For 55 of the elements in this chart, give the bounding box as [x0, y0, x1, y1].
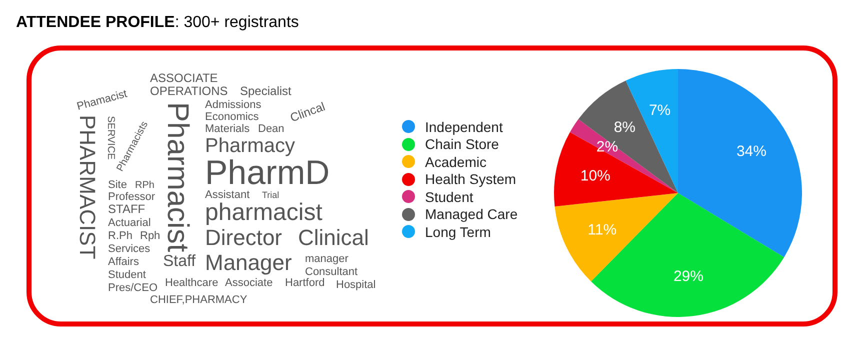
text: Manager: [205, 250, 292, 275]
text: SERVICE: [105, 116, 116, 160]
pie-slice: [678, 69, 802, 258]
text: Professor: [108, 191, 156, 203]
text: OPERATIONS: [150, 84, 228, 98]
text: PHARMACIST: [75, 115, 100, 260]
text: Materials: [205, 123, 250, 135]
text: Actuarial: [108, 217, 151, 229]
text: STAFF: [108, 202, 146, 216]
text: CHIEF,PHARMACY: [150, 294, 248, 306]
text: Director: [205, 225, 282, 250]
pie-slice: [578, 80, 678, 193]
text: Consultant: [305, 266, 358, 278]
data-label: 11%: [588, 221, 617, 238]
text: Hartford: [285, 277, 325, 289]
text: Associate: [225, 277, 273, 289]
text: ATTENDEE PROFILE: 300+ registrants: [16, 14, 299, 31]
text: Clinical: [298, 225, 369, 250]
data-label: 8%: [614, 119, 636, 136]
legend-label: Independent: [425, 118, 503, 135]
text: Clincal: [288, 99, 327, 125]
text: Admissions: [205, 99, 262, 111]
legend-label: Academic: [425, 154, 486, 170]
text: Services: [108, 243, 151, 255]
data-label: 34%: [736, 143, 766, 160]
text: Healthcare: [165, 277, 218, 289]
legend-label: Student: [425, 188, 474, 205]
text: RPh: [135, 180, 154, 191]
data-label: 7%: [648, 102, 671, 120]
text: Trial: [262, 190, 280, 200]
pie-slice: [570, 119, 678, 193]
text: Pres/CEO: [108, 282, 158, 294]
data-label: 10%: [580, 168, 610, 185]
text: Pharmacist: [161, 102, 194, 253]
legend-label: Chain Store: [425, 136, 499, 152]
legend-label: Health System: [425, 171, 516, 188]
legend-label: Managed Care: [425, 206, 518, 222]
text: pharmacist: [205, 199, 323, 226]
text: Dean: [258, 123, 284, 135]
text: Specialist: [240, 84, 292, 98]
text: Site: [108, 179, 127, 191]
text: Economics: [205, 111, 260, 123]
text: Pharmacy: [205, 135, 296, 157]
text: R.Ph: [108, 230, 132, 242]
pie-slice: [554, 132, 678, 206]
text: Rph: [140, 230, 160, 242]
text: Hospital: [336, 279, 376, 291]
text: Affairs: [108, 256, 140, 268]
data-label: 29%: [673, 268, 704, 286]
text: Student: [108, 269, 146, 281]
text: Staff: [163, 253, 196, 270]
text: Assistant: [205, 189, 250, 201]
text: ASSOCIATE: [150, 71, 218, 85]
legend-label: Long Term: [425, 224, 491, 240]
text: manager: [305, 253, 349, 265]
